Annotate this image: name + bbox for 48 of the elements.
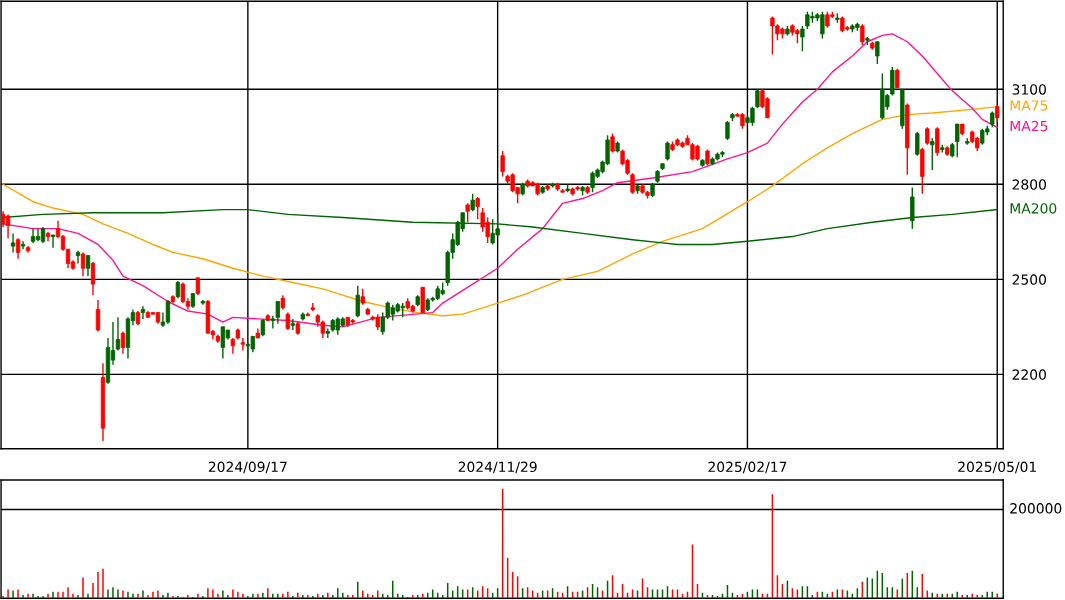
- candlestick: [180, 281, 186, 304]
- candlestick: [15, 237, 21, 260]
- x-tick-label: 2024/11/29: [458, 461, 537, 474]
- y-tick-label: 2500: [1012, 274, 1046, 285]
- candlestick: [10, 232, 16, 254]
- series-label: MA75: [1010, 100, 1048, 111]
- candlestick: [95, 299, 101, 333]
- y-tick-label: 3100: [1012, 84, 1046, 95]
- candlestick: [90, 261, 96, 296]
- candlestick: [275, 300, 280, 325]
- candlestick: [465, 202, 470, 224]
- candlestick: [120, 330, 126, 355]
- series-label: MA200: [1010, 203, 1057, 214]
- candlestick: [140, 305, 146, 320]
- candlestick: [930, 137, 935, 171]
- candlestick: [475, 196, 480, 220]
- candlestick: [240, 337, 246, 352]
- candlestick: [220, 326, 226, 360]
- candlestick: [935, 126, 940, 157]
- candlestick: [860, 23, 865, 46]
- y-tick-label: 2200: [1012, 369, 1046, 380]
- candlestick: [115, 316, 121, 352]
- candlestick: [875, 41, 880, 65]
- candlestick: [630, 172, 635, 195]
- candlestick: [500, 150, 505, 178]
- candlestick: [800, 25, 805, 52]
- candlestick: [890, 66, 895, 97]
- series-label: MA25: [1010, 120, 1048, 132]
- candlestick: [955, 123, 960, 159]
- x-tick-label: 2024/09/17: [208, 461, 287, 474]
- candlestick: [50, 234, 56, 249]
- candlestick: [20, 240, 26, 250]
- candlestick: [5, 213, 11, 239]
- text: 200000: [1010, 503, 1062, 514]
- candlestick: [610, 132, 615, 154]
- candlestick: [895, 67, 900, 89]
- candlestick: [915, 131, 920, 157]
- x-tick-label: 2025/02/17: [708, 461, 787, 474]
- candlestick: [755, 88, 760, 109]
- x-tick-label: 2025/05/01: [958, 461, 1036, 474]
- y-tick-label: 2800: [1012, 179, 1046, 190]
- candlestick: [725, 120, 730, 141]
- candlestick: [290, 318, 295, 331]
- candlestick: [85, 254, 91, 277]
- candlestick: [165, 299, 171, 325]
- line-series: [2, 105, 998, 317]
- candlestick: [80, 251, 86, 277]
- candlestick: [355, 284, 360, 319]
